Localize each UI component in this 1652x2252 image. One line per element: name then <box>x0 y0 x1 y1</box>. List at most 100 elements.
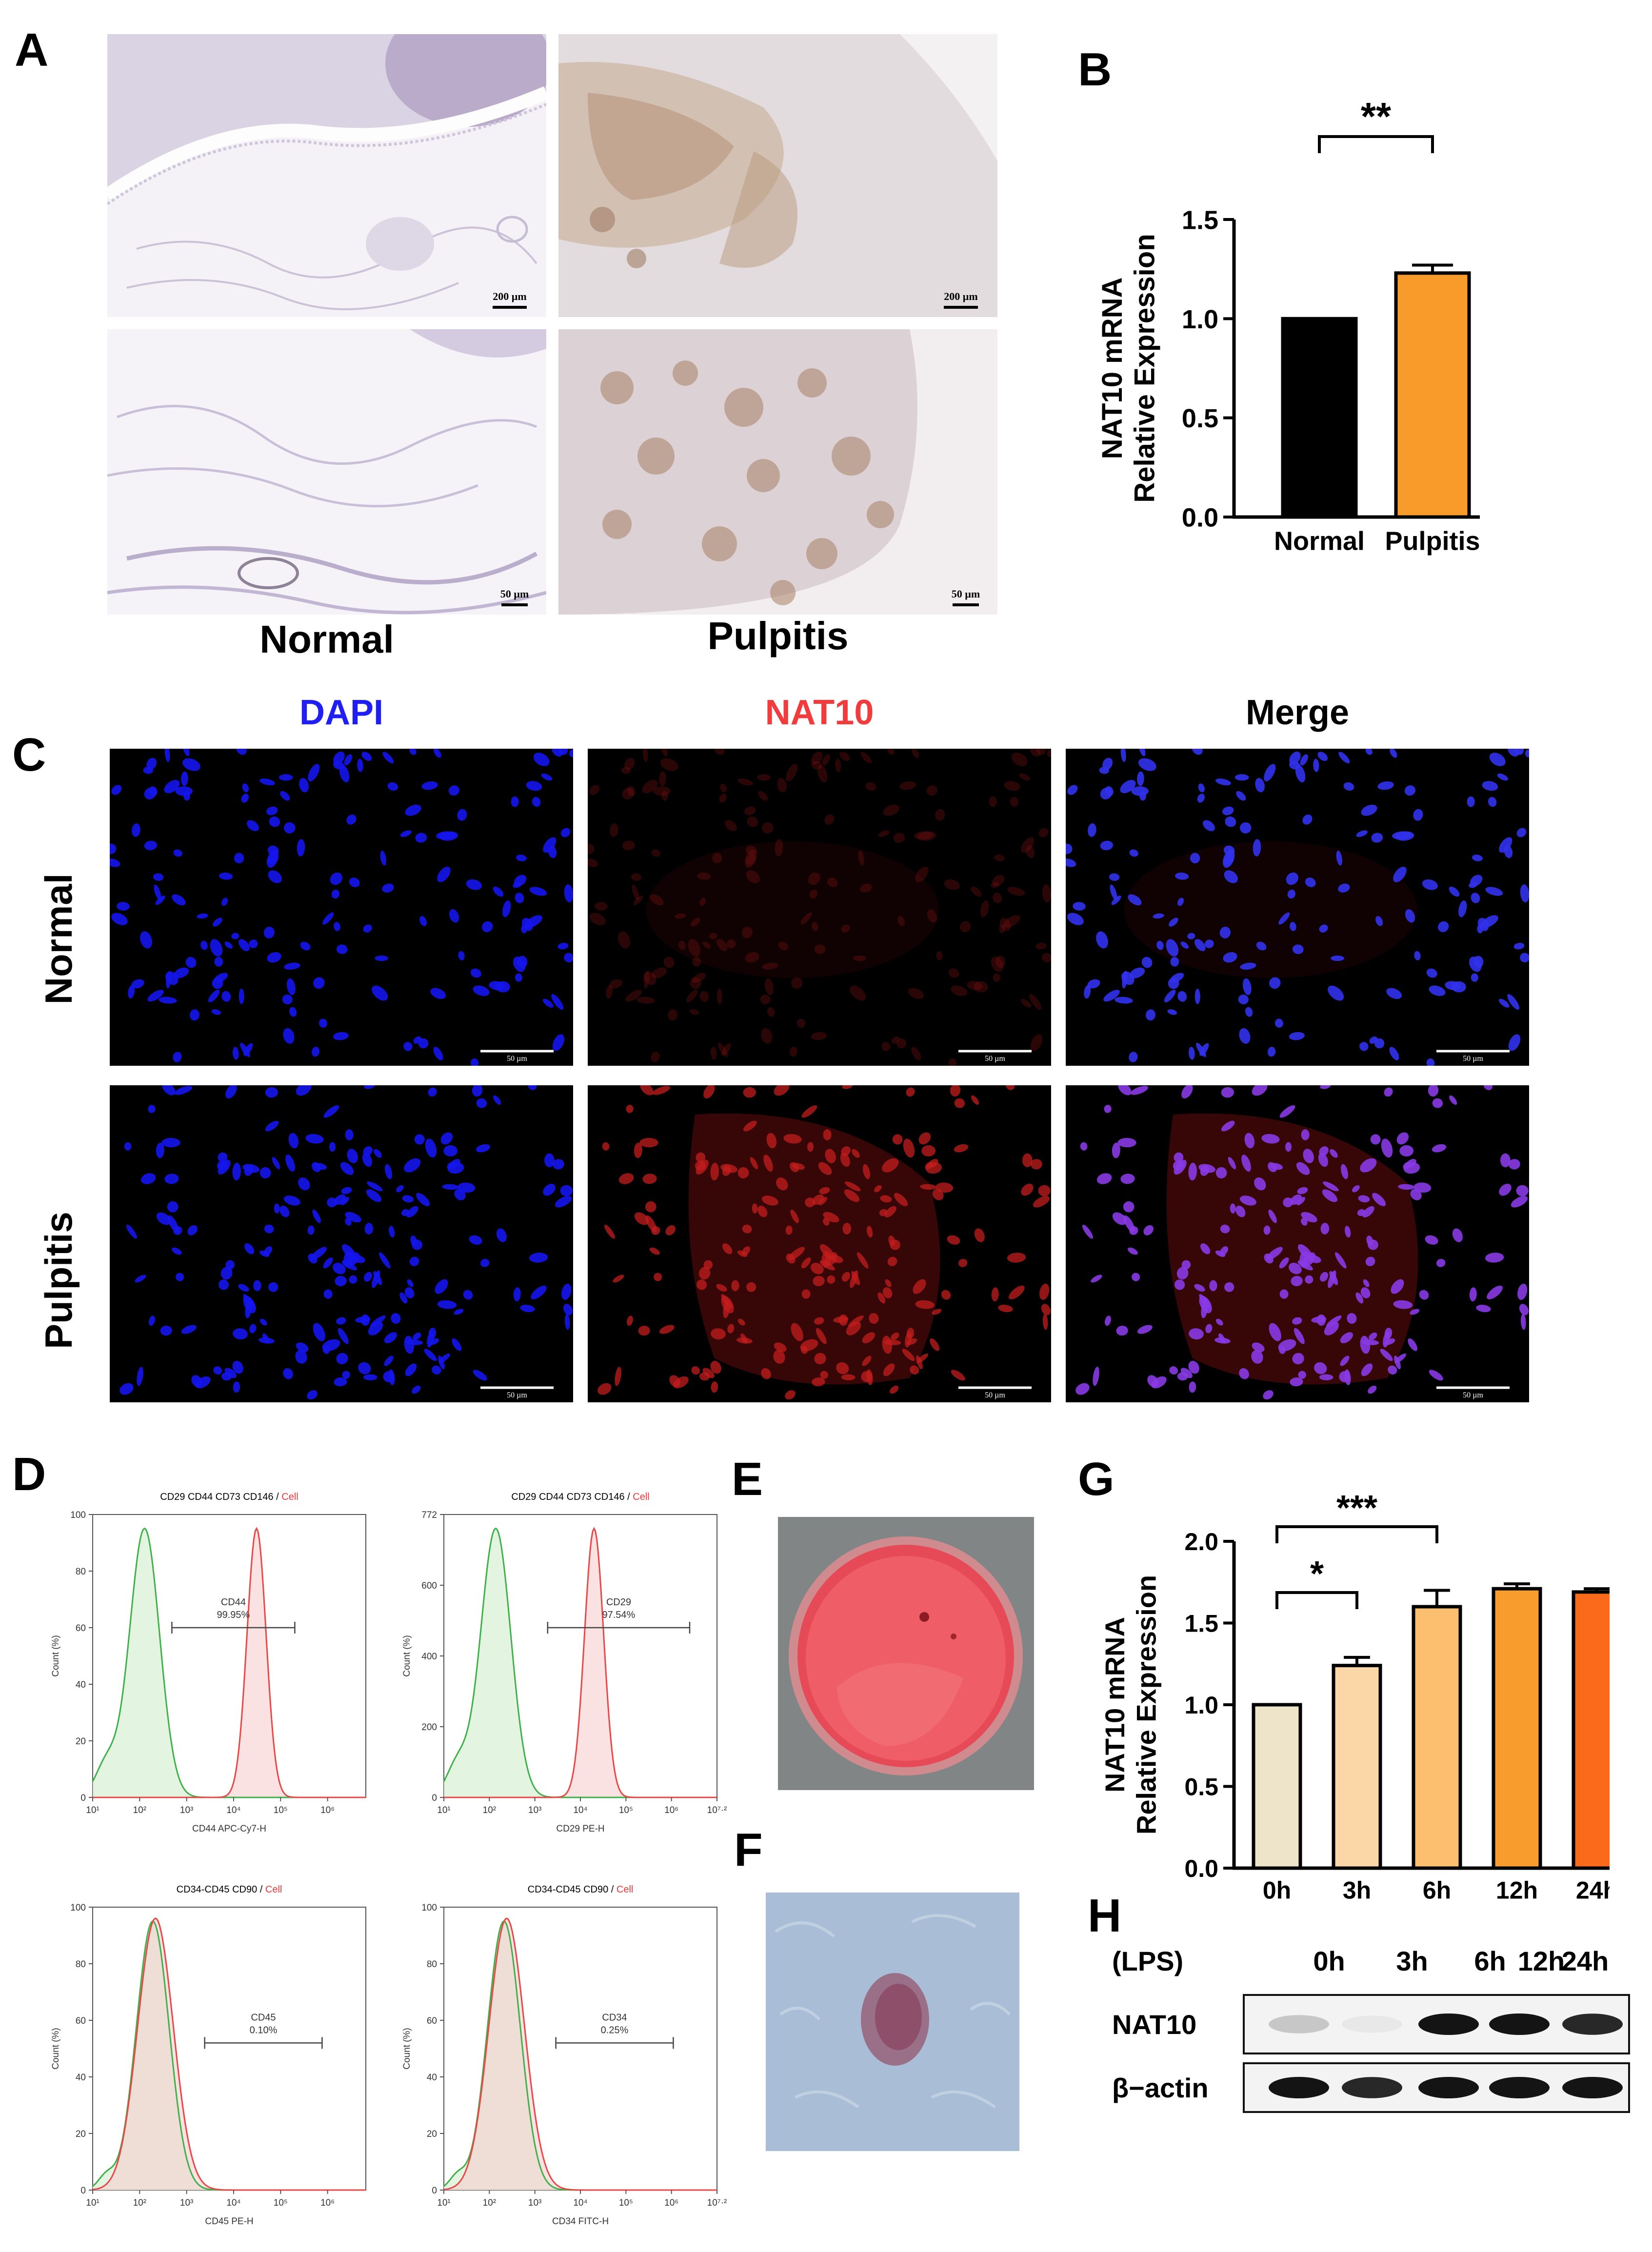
panel-label-b: B <box>1078 43 1112 96</box>
fluorescence-pulpitis-nat10: 50 µm <box>588 1085 1051 1402</box>
y-axis-label: Count (%) <box>51 1635 61 1677</box>
x-tick-label: 10² <box>133 1805 146 1815</box>
y-axis-label: Relative Expression <box>1131 1575 1161 1834</box>
histogram-title: CD29 CD44 CD73 CD146 / Cell <box>511 1492 649 1502</box>
scale-bar-label: 50 µm <box>985 1391 1005 1399</box>
y-tick-label: 100 <box>421 1903 437 1913</box>
ihc-normal-high-mag: 50 µm <box>107 329 546 615</box>
y-tick-label: 0.5 <box>1182 404 1218 433</box>
gate-percent: 99.95% <box>217 1610 250 1620</box>
x-tick-label: 10¹ <box>437 2198 450 2208</box>
fluorescence-pulpitis-merge: 50 µm <box>1066 1085 1529 1402</box>
bar-pulpitis <box>1394 271 1471 519</box>
y-tick-label: 20 <box>76 2129 86 2139</box>
column-label-dapi: DAPI <box>299 693 384 732</box>
y-tick-label: 0.5 <box>1184 1774 1218 1801</box>
gate-name: CD29 <box>606 1597 631 1608</box>
y-tick-label: 60 <box>76 2016 86 2026</box>
scale-bar-label: 50 µm <box>1463 1391 1483 1399</box>
bar-0h <box>1252 1703 1302 1870</box>
x-axis-label: CD45 PE-H <box>205 2216 253 2227</box>
x-tick-label: 10¹ <box>437 1805 450 1815</box>
flow-histogram-cd34: CD34-CD45 CD90 / Cell CD34 0.25% 0 20 40 60 80 1… <box>385 1878 727 2239</box>
blot-band-actin <box>1562 2077 1623 2098</box>
row-label-beta-actin: β−actin <box>1112 2073 1209 2103</box>
y-tick-label: 1.5 <box>1184 1610 1218 1637</box>
chart-b: 0.0 0.5 1.0 1.5 NAT10 mRNA Relative Expressio… <box>1073 93 1610 580</box>
blot-band-actin <box>1489 2077 1550 2098</box>
y-tick-label: 772 <box>421 1510 437 1520</box>
histogram-title: CD34-CD45 CD90 / Cell <box>177 1884 282 1895</box>
x-tick-label: 10⁶ <box>320 2198 335 2208</box>
x-tick-label: 10⁶ <box>664 1805 678 1815</box>
lane-label: 0h <box>1313 1946 1345 1976</box>
significance-bracket <box>1275 1525 1438 1543</box>
y-axis-label: Count (%) <box>402 1635 412 1677</box>
panel-label-g: G <box>1078 1453 1115 1505</box>
x-axis-label: CD44 APC-Cy7-H <box>192 1824 266 1834</box>
x-tick-label: 10⁵ <box>619 1805 633 1815</box>
scale-bar-label: 200 µm <box>493 290 527 302</box>
scale-bar-label: 200 µm <box>944 290 978 302</box>
x-tick-label: 10⁵ <box>274 1805 288 1815</box>
y-tick-label: 100 <box>70 1903 86 1913</box>
column-label-merge: Merge <box>1245 693 1350 732</box>
x-tick-label: 10³ <box>528 2198 541 2208</box>
y-tick-label: 0 <box>80 1793 86 1803</box>
gate-percent: 0.25% <box>601 2025 629 2035</box>
blot-band-nat10 <box>1342 2015 1402 2033</box>
y-tick-label: 400 <box>421 1652 437 1662</box>
bar-12h <box>1492 1587 1542 1870</box>
scale-bar-label: 50 µm <box>507 1055 527 1063</box>
fluorescence-normal-merge: 50 µm <box>1066 749 1529 1066</box>
significance-label: *** <box>1336 1489 1377 1528</box>
y-axis-label: Relative Expression <box>1129 234 1161 502</box>
y-axis-label: Count (%) <box>402 2028 412 2070</box>
sample-histogram-fill <box>444 1918 717 2190</box>
x-tick-label: 0h <box>1263 1877 1291 1903</box>
panel-label-h: H <box>1088 1890 1122 1942</box>
lane-label: 24h <box>1562 1946 1609 1976</box>
y-tick-label: 0.0 <box>1184 1855 1218 1882</box>
treatment-label: (LPS) <box>1112 1946 1183 1976</box>
x-tick-label: 10³ <box>180 2198 193 2208</box>
y-tick-label: 40 <box>427 2073 437 2083</box>
histogram-title: CD29 CD44 CD73 CD146 / Cell <box>160 1492 298 1502</box>
x-tick-label: 10² <box>483 1805 496 1815</box>
y-tick-label: 60 <box>76 1623 86 1634</box>
gate-percent: 0.10% <box>250 2025 278 2035</box>
caption-pulpitis: Pulpitis <box>707 614 849 658</box>
row-label-normal: Normal <box>37 873 80 1005</box>
control-histogram-fill <box>444 1528 717 1797</box>
y-tick-label: 40 <box>76 1680 86 1690</box>
y-tick-label: 1.0 <box>1184 1692 1218 1719</box>
bar-3h <box>1332 1664 1382 1870</box>
control-histogram-fill <box>93 1528 366 1797</box>
panel-label-f: F <box>734 1824 763 1876</box>
x-tick-label: 10⁷·² <box>707 1805 727 1815</box>
y-tick-label: 600 <box>421 1581 437 1591</box>
flow-histogram-cd29: CD29 CD44 CD73 CD146 / Cell CD29 97.54% 0 20… <box>385 1485 727 1846</box>
significance-label: * <box>1310 1554 1324 1594</box>
fluorescence-normal-nat10: 50 µm <box>588 749 1051 1066</box>
x-tick-label: 10³ <box>528 1805 541 1815</box>
histogram-title: CD34-CD45 CD90 / Cell <box>528 1884 634 1895</box>
x-tick-label: 10⁴ <box>226 1805 240 1815</box>
x-tick-label: 10⁵ <box>274 2198 288 2208</box>
row-label-pulpitis: Pulpitis <box>37 1212 80 1349</box>
x-tick-label: 10⁴ <box>573 2198 587 2208</box>
sample-histogram-line <box>92 1917 366 2191</box>
x-tick-label: Normal <box>1274 527 1365 556</box>
y-tick-label: 200 <box>421 1722 437 1733</box>
gate-percent: 97.54% <box>602 1610 635 1620</box>
x-tick-label: 10⁶ <box>664 2198 678 2208</box>
y-axis-label: NAT10 mRNA <box>1096 278 1128 459</box>
x-tick-label: 10² <box>483 2198 496 2208</box>
y-axis-label: NAT10 mRNA <box>1099 1617 1130 1793</box>
x-axis-label: CD34 FITC-H <box>552 2216 609 2227</box>
significance-label: ** <box>1361 95 1392 138</box>
y-tick-label: 100 <box>70 1510 86 1520</box>
x-tick-label: Pulpitis <box>1385 527 1480 556</box>
bar-normal <box>1281 317 1358 519</box>
x-tick-label: 10¹ <box>86 1805 99 1815</box>
